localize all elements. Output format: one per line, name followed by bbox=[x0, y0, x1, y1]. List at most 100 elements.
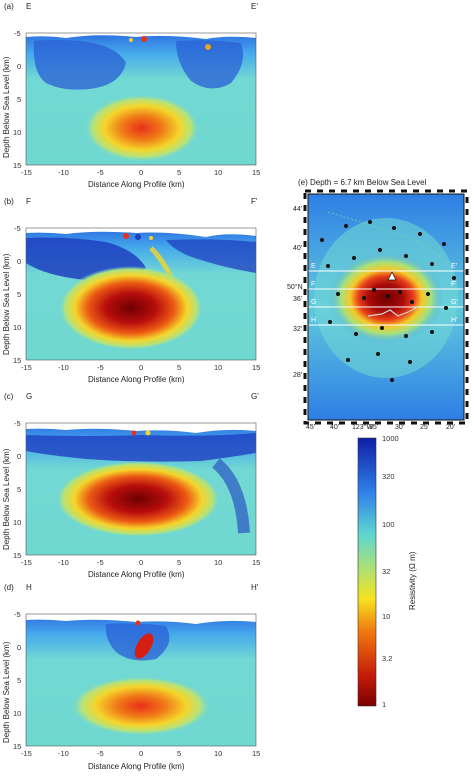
panel-a-right-label: E' bbox=[251, 2, 258, 11]
map-lon-tick: 20' bbox=[446, 424, 456, 431]
panel-c-left-label: G bbox=[26, 392, 33, 401]
map-profile-right-g: G' bbox=[451, 299, 458, 306]
ytick: 15 bbox=[13, 161, 22, 170]
xtick: -5 bbox=[97, 558, 104, 567]
xtick: -10 bbox=[58, 363, 69, 372]
panel-d-left-label: H bbox=[26, 583, 32, 592]
panel-b-ylabel: Depth Below Sea Level (km) bbox=[2, 253, 11, 355]
xtick: -15 bbox=[21, 168, 32, 177]
xtick: 15 bbox=[252, 749, 261, 758]
map-profile-left-e: E bbox=[311, 263, 316, 270]
ytick: 5 bbox=[17, 485, 22, 494]
colorbar-label: Resistivity (Ω m) bbox=[408, 551, 417, 610]
panel-b-right-label: F' bbox=[251, 197, 258, 206]
panel-d-ylabel: Depth Below Sea Level (km) bbox=[2, 641, 11, 743]
xtick: 0 bbox=[139, 168, 144, 177]
xtick: 0 bbox=[139, 749, 144, 758]
panel-b bbox=[25, 227, 257, 361]
ytick: 5 bbox=[17, 290, 22, 299]
colorbar-tick: 3.2 bbox=[382, 654, 393, 663]
map-panel-e bbox=[303, 189, 469, 425]
ytick: 0 bbox=[17, 452, 22, 461]
panel-d-letter: (d) bbox=[4, 583, 14, 592]
panel-c-right-label: G' bbox=[251, 392, 259, 401]
map-profile-right-f: F' bbox=[451, 281, 457, 288]
panel-a-ylabel: Depth Below Sea Level (km) bbox=[2, 56, 11, 158]
xtick: 0 bbox=[139, 558, 144, 567]
colorbar-tick: 320 bbox=[382, 472, 395, 481]
map-lon-tick: 123°W bbox=[352, 424, 374, 431]
map-lon-tick: 40' bbox=[330, 424, 340, 431]
ytick: 15 bbox=[13, 551, 22, 560]
map-lat-tick: 28' bbox=[293, 372, 303, 379]
ytick: 15 bbox=[13, 742, 22, 751]
panel-a-left-label: E bbox=[26, 2, 32, 11]
xtick: -10 bbox=[58, 749, 69, 758]
panel-a bbox=[25, 32, 257, 166]
colorbar-tick: 1000 bbox=[382, 434, 399, 443]
profile-lines bbox=[308, 270, 464, 326]
ytick: -5 bbox=[14, 224, 21, 233]
xtick: 5 bbox=[177, 168, 182, 177]
map-lon-tick: 30' bbox=[395, 424, 405, 431]
xtick: -5 bbox=[97, 168, 104, 177]
colorbar-tick: 1 bbox=[382, 700, 387, 709]
map-profile-right-h: H' bbox=[451, 317, 458, 324]
panel-c-ylabel: Depth Below Sea Level (km) bbox=[2, 448, 11, 550]
map-lat-tick: 50°N bbox=[287, 284, 303, 291]
panel-b-xlabel: Distance Along Profile (km) bbox=[88, 375, 185, 384]
xtick: 10 bbox=[214, 749, 223, 758]
ytick: -5 bbox=[14, 610, 21, 619]
panel-a-xlabel: Distance Along Profile (km) bbox=[88, 180, 185, 189]
map-profile-right-e: E' bbox=[451, 263, 458, 270]
ytick: -5 bbox=[14, 29, 21, 38]
ytick: -5 bbox=[14, 419, 21, 428]
ytick: 0 bbox=[17, 643, 22, 652]
ytick: 0 bbox=[17, 257, 22, 266]
map-lat-tick: 40' bbox=[293, 245, 303, 252]
panel-c-letter: (c) bbox=[4, 392, 14, 401]
panel-b-left-label: F bbox=[26, 197, 31, 206]
panel-c-xlabel: Distance Along Profile (km) bbox=[88, 570, 185, 579]
ytick: 10 bbox=[13, 128, 22, 137]
xtick: -5 bbox=[97, 363, 104, 372]
xtick: 15 bbox=[252, 363, 261, 372]
xtick: 0 bbox=[139, 363, 144, 372]
map-lon-tick: 35' bbox=[369, 424, 379, 431]
xtick: 10 bbox=[214, 363, 223, 372]
panel-a-letter: (a) bbox=[4, 2, 14, 11]
colorbar-tick: 10 bbox=[382, 612, 391, 621]
xtick: -5 bbox=[97, 749, 104, 758]
panel-d-right-label: H' bbox=[251, 583, 259, 592]
colorbar bbox=[357, 437, 377, 707]
xtick: 10 bbox=[214, 168, 223, 177]
station-dots bbox=[320, 220, 456, 382]
xtick: -15 bbox=[21, 749, 32, 758]
panel-d bbox=[25, 613, 257, 747]
map-profile-left-f: F bbox=[311, 281, 316, 288]
xtick: -15 bbox=[21, 363, 32, 372]
xtick: 10 bbox=[214, 558, 223, 567]
xtick: 5 bbox=[177, 363, 182, 372]
ytick: 15 bbox=[13, 356, 22, 365]
colorbar-tick: 32 bbox=[382, 567, 391, 576]
ytick: 10 bbox=[13, 323, 22, 332]
map-title: (e) Depth = 6.7 km Below Sea Level bbox=[298, 178, 427, 187]
map-profile-left-g: G bbox=[311, 299, 317, 306]
ytick: 10 bbox=[13, 518, 22, 527]
ytick: 5 bbox=[17, 95, 22, 104]
map-lat-tick: 32' bbox=[293, 326, 303, 333]
map-lon-tick: 25' bbox=[420, 424, 430, 431]
xtick: -10 bbox=[58, 168, 69, 177]
xtick: 5 bbox=[177, 558, 182, 567]
ytick: 5 bbox=[17, 676, 22, 685]
xtick: -10 bbox=[58, 558, 69, 567]
xtick: 15 bbox=[252, 168, 261, 177]
ytick: 10 bbox=[13, 709, 22, 718]
panel-c bbox=[25, 422, 257, 556]
colorbar-tick: 100 bbox=[382, 520, 395, 529]
map-lat-tick: 36' bbox=[293, 296, 303, 303]
xtick: -15 bbox=[21, 558, 32, 567]
panel-b-letter: (b) bbox=[4, 197, 14, 206]
